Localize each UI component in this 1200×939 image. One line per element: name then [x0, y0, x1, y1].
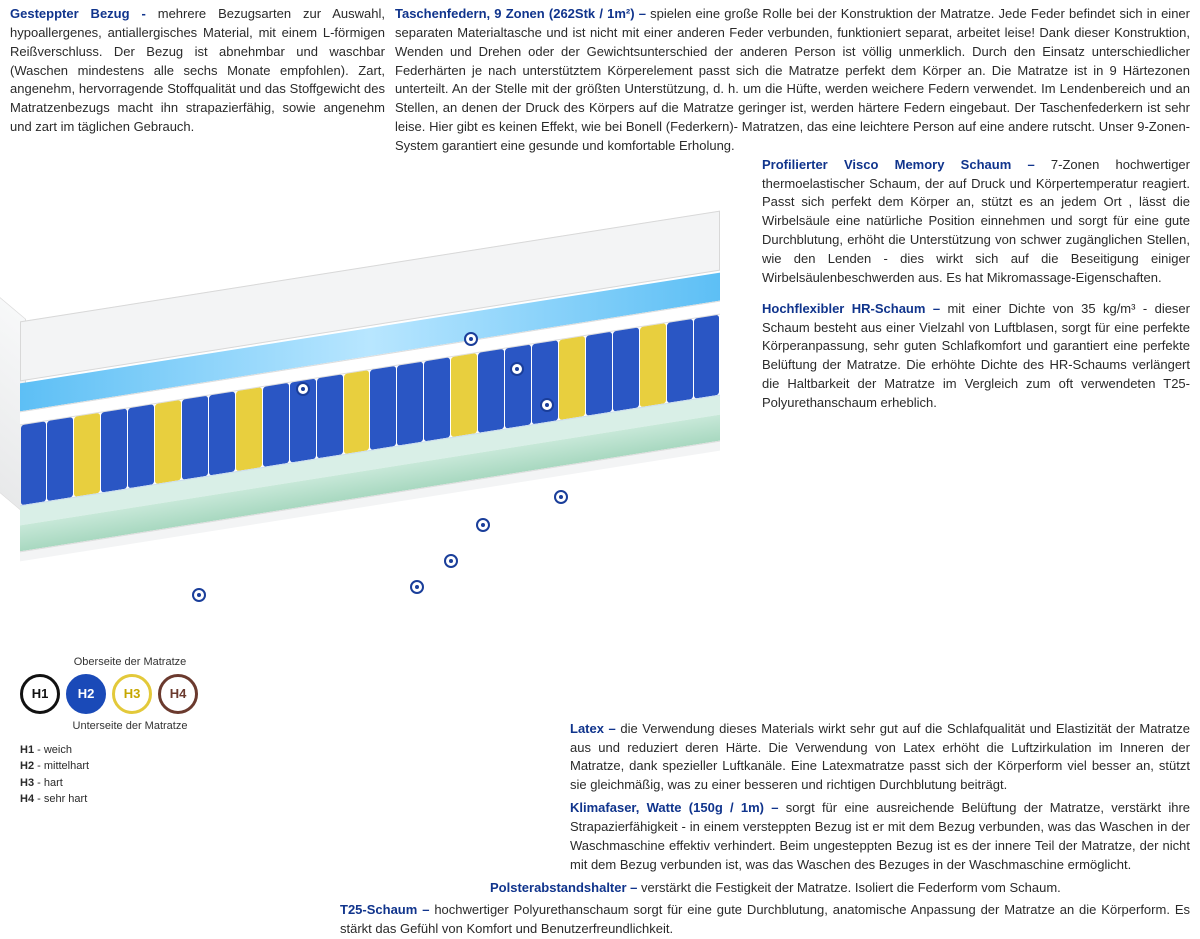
spring-column [182, 395, 208, 479]
marker-m-cover [296, 382, 310, 396]
latex-body: die Verwendung dieses Materials wirkt se… [570, 721, 1190, 793]
marker-m-side [192, 588, 206, 602]
spring-column [694, 314, 720, 398]
hardness-legend: Oberseite der Matratze H1H2H3H4 Untersei… [20, 656, 240, 808]
spring-column [559, 336, 585, 420]
visco-title: Profilierter Visco Memory Schaum – [762, 157, 1051, 172]
hardness-def-h1: H1 - weich [20, 742, 240, 759]
hardness-def-h3: H3 - hart [20, 775, 240, 792]
marker-m-klima [476, 518, 490, 532]
spring-column [451, 353, 477, 437]
hardness-def-h2: H2 - mittelhart [20, 758, 240, 775]
spring-column [667, 319, 693, 403]
hardness-definitions: H1 - weichH2 - mittelhartH3 - hartH4 - s… [20, 742, 240, 808]
t25-title: T25-Schaum – [340, 902, 434, 917]
spring-column [370, 366, 396, 450]
polster-title: Polsterabstandshalter – [490, 880, 641, 895]
mattress-illustration [20, 206, 720, 556]
section-gesteppter: Gesteppter Bezug - mehrere Bezugsarten z… [10, 5, 385, 156]
hardness-def-h4: H4 - sehr hart [20, 791, 240, 808]
spring-column [640, 323, 666, 407]
spring-column [586, 331, 612, 415]
latex-title: Latex – [570, 721, 620, 736]
hardness-h4: H4 [158, 674, 198, 714]
section-hr: Hochflexibler HR-Schaum – mit einer Dich… [762, 300, 1190, 413]
visco-body: 7-Zonen hochwertiger thermoelastischer S… [762, 157, 1190, 285]
section-klimafaser: Klimafaser, Watte (150g / 1m) – sorgt fü… [570, 799, 1190, 874]
spring-column [263, 383, 289, 467]
section-visco: Profilierter Visco Memory Schaum – 7-Zon… [762, 156, 1190, 288]
t25-body: hochwertiger Polyurethanschaum sorgt für… [340, 902, 1190, 936]
hr-title: Hochflexibler HR-Schaum – [762, 301, 947, 316]
section-latex: Latex – die Verwendung dieses Materials … [570, 720, 1190, 795]
spring-column [505, 344, 531, 428]
marker-m-latex [554, 490, 568, 504]
legend-top-label: Oberseite der Matratze [20, 656, 240, 668]
spring-column [209, 391, 235, 475]
section-t25: T25-Schaum – hochwertiger Polyurethansch… [340, 901, 1190, 939]
polster-body: verstärkt die Festigkeit der Matratze. I… [641, 880, 1061, 895]
spring-column [21, 421, 47, 505]
gesteppter-title: Gesteppter Bezug - [10, 6, 158, 21]
legend-circles: H1H2H3H4 [20, 674, 240, 714]
diagram-area: Oberseite der Matratze H1H2H3H4 Untersei… [10, 156, 754, 716]
spring-column [155, 400, 181, 484]
spring-column [397, 361, 423, 445]
section-polster: Polsterabstandshalter – verstärkt die Fe… [490, 879, 1190, 898]
spring-column [74, 412, 100, 496]
marker-m-hr [540, 398, 554, 412]
taschenfedern-title: Taschenfedern, 9 Zonen (262Stk / 1m²) – [395, 6, 650, 21]
spring-column [344, 370, 370, 454]
spring-column [47, 417, 73, 501]
mattress-cutaway [20, 210, 720, 561]
marker-m-polster [444, 554, 458, 568]
klimafaser-title: Klimafaser, Watte (150g / 1m) – [570, 800, 786, 815]
section-taschenfedern: Taschenfedern, 9 Zonen (262Stk / 1m²) – … [395, 5, 1190, 156]
hardness-h2: H2 [66, 674, 106, 714]
marker-m-visco [510, 362, 524, 376]
marker-m-spring [464, 332, 478, 346]
spring-column [317, 374, 343, 458]
gesteppter-body: mehrere Bezugsarten zur Auswahl, hypoall… [10, 6, 385, 134]
spring-column [613, 327, 639, 411]
hardness-h1: H1 [20, 674, 60, 714]
marker-m-t25 [410, 580, 424, 594]
spring-column [478, 349, 504, 433]
spring-column [236, 387, 262, 471]
taschenfedern-body: spielen eine große Rolle bei der Konstru… [395, 6, 1190, 153]
spring-column [424, 357, 450, 441]
spring-column [128, 404, 154, 488]
spring-column [101, 408, 127, 492]
hardness-h3: H3 [112, 674, 152, 714]
hr-body: mit einer Dichte von 35 kg/m³ - dieser S… [762, 301, 1190, 410]
legend-bottom-label: Unterseite der Matratze [20, 720, 240, 732]
